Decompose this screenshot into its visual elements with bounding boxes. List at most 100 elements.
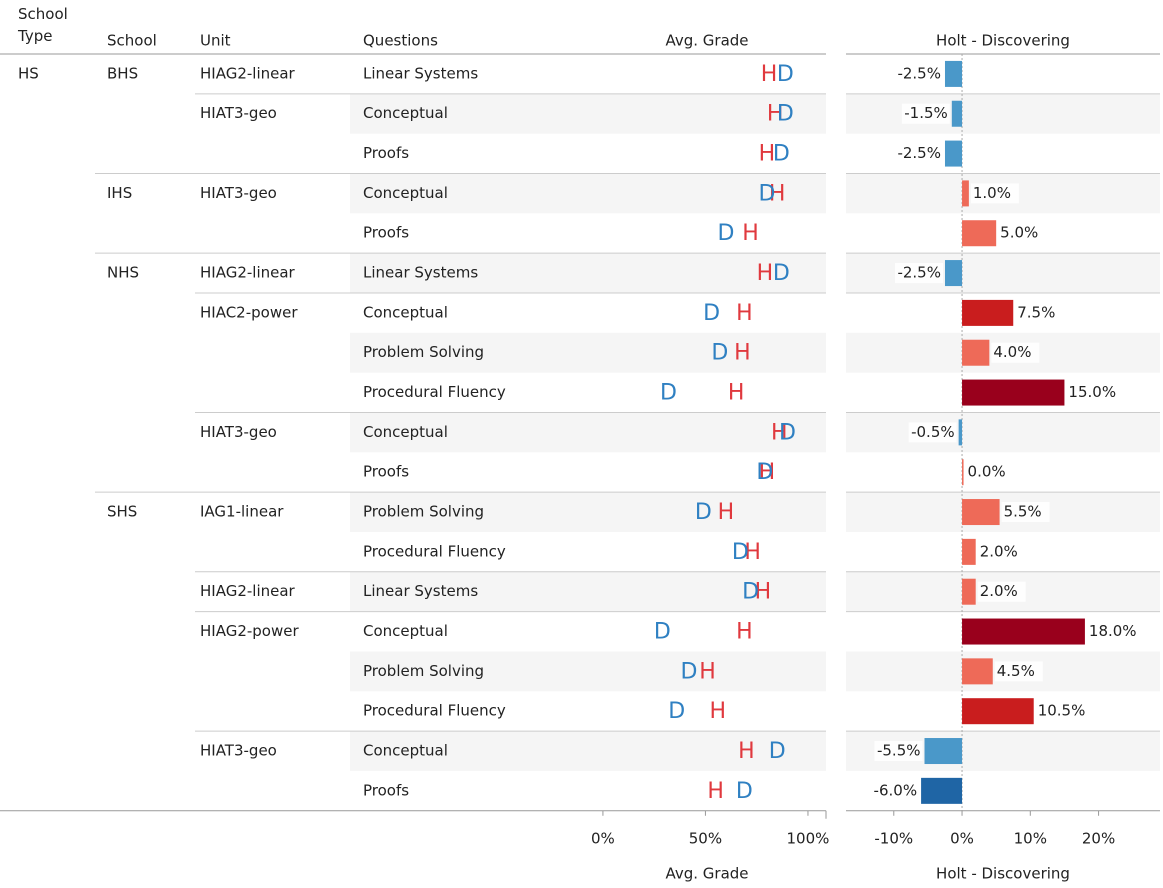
row-band [350, 412, 826, 453]
diff-bar [962, 379, 1065, 406]
row-label: Proofs [363, 463, 409, 481]
label-bg [998, 223, 1047, 244]
row-label: Procedural Fluency [363, 383, 506, 401]
grade-marker: D [732, 540, 749, 565]
grade-marker: D [769, 739, 786, 764]
row-band [350, 571, 826, 612]
grade-marker: D [703, 301, 720, 326]
row-label: Proofs [363, 781, 409, 799]
row-label: IHS [107, 184, 132, 202]
row-label: HIAG2-power [200, 622, 299, 640]
diff-label: 10.5% [1038, 702, 1086, 720]
grade-marker: D [779, 420, 796, 445]
grade-marker: H [707, 779, 724, 804]
diff-label: 2.0% [980, 542, 1018, 560]
label-bg [1015, 302, 1064, 323]
row-label: Procedural Fluency [363, 702, 506, 720]
row-label: Linear Systems [363, 582, 478, 600]
grade-marker: H [755, 580, 772, 605]
grade-marker: D [654, 620, 671, 645]
diff-label: 5.0% [1000, 224, 1038, 242]
diff-bar [962, 578, 976, 605]
label-bg [970, 183, 1019, 204]
diff-bar [962, 299, 1014, 326]
grade-marker: H [709, 699, 726, 724]
header-diff: Holt - Discovering [936, 32, 1070, 50]
x-tick-label: 10% [1014, 829, 1047, 847]
row-label: Proofs [363, 224, 409, 242]
grade-marker: D [736, 779, 753, 804]
row-label: Problem Solving [363, 503, 484, 521]
grade-marker: D [742, 580, 759, 605]
diff-label: -1.5% [904, 104, 948, 122]
row-label: Conceptual [363, 622, 448, 640]
row-label: HIAT3-geo [200, 742, 277, 760]
diff-bar [924, 738, 963, 765]
header: School [107, 32, 157, 50]
diff-label: -0.5% [911, 423, 955, 441]
row-band [350, 492, 826, 532]
row-label: Linear Systems [363, 64, 478, 82]
label-bg [894, 143, 943, 164]
diff-label: 4.5% [997, 662, 1035, 680]
row-band [350, 651, 826, 692]
grade-marker: D [773, 261, 790, 286]
label-bg [894, 63, 943, 84]
diff-bar [944, 260, 963, 287]
diff-label: 1.0% [973, 184, 1011, 202]
grade-marker: D [668, 699, 685, 724]
row-label: HIAG2-linear [200, 264, 296, 282]
row-band [350, 731, 826, 771]
grade-marker: H [767, 102, 784, 127]
grade-marker: H [738, 739, 755, 764]
grade-marker: H [742, 221, 759, 246]
x-tick-label: 0% [950, 829, 974, 847]
label-bg [977, 541, 1026, 562]
axis-title: Avg. Grade [665, 864, 748, 882]
header-grade: Avg. Grade [665, 32, 748, 50]
row-band [846, 412, 1160, 453]
diff-label: 5.5% [1004, 503, 1042, 521]
row-label: Conceptual [363, 184, 448, 202]
row-label: HIAG2-linear [200, 582, 296, 600]
x-tick-label: 50% [689, 829, 722, 847]
row-band [350, 332, 826, 373]
row-label: Conceptual [363, 423, 448, 441]
grade-marker: H [718, 500, 735, 525]
grade-marker: D [660, 381, 677, 406]
row-band [350, 253, 826, 293]
x-tick-label: 100% [787, 829, 830, 847]
grade-marker: H [759, 460, 776, 485]
grade-marker: H [757, 261, 774, 286]
label-bg [994, 661, 1043, 682]
diff-label: -5.5% [877, 742, 921, 760]
label-bg [965, 462, 1014, 483]
diff-bar [951, 100, 963, 127]
grade-marker: D [777, 102, 794, 127]
row-label: Conceptual [363, 742, 448, 760]
row-label: Proofs [363, 144, 409, 162]
grade-marker: H [736, 301, 753, 326]
row-label: Problem Solving [363, 662, 484, 680]
diff-label: 15.0% [1068, 383, 1116, 401]
diff-label: 18.0% [1089, 622, 1137, 640]
row-label: Conceptual [363, 104, 448, 122]
diff-bar [944, 60, 963, 87]
header: Questions [363, 32, 438, 50]
x-tick-label: 20% [1082, 829, 1115, 847]
row-band [846, 93, 1160, 134]
grade-marker: D [758, 181, 775, 206]
row-label: Procedural Fluency [363, 542, 506, 560]
diff-label: -2.5% [897, 64, 941, 82]
diff-label: 4.0% [993, 343, 1031, 361]
label-bg [901, 103, 950, 124]
diff-bar [944, 140, 963, 167]
label-bg [991, 342, 1040, 363]
grade-marker: D [695, 500, 712, 525]
label-bg [908, 422, 957, 443]
label-bg [977, 581, 1026, 602]
label-bg [874, 741, 923, 762]
grade-marker: H [728, 381, 745, 406]
